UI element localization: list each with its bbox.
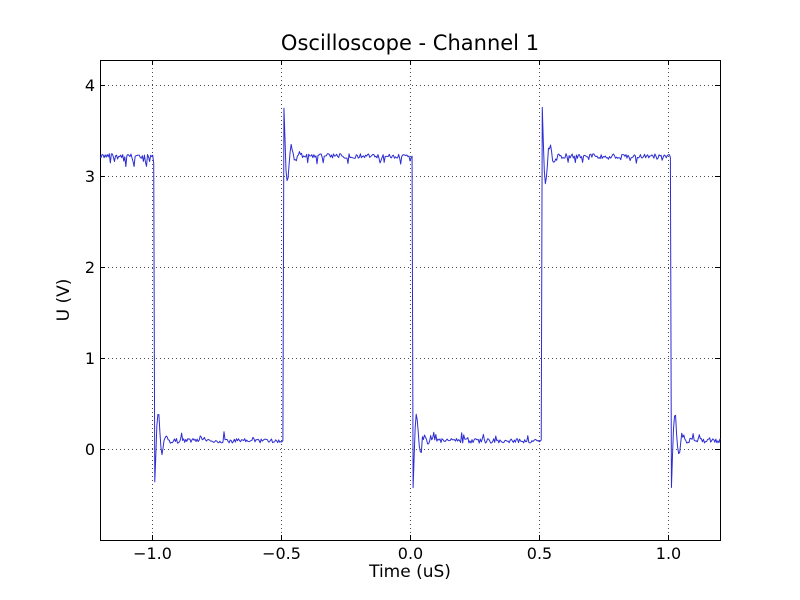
x-tick-label: 0.0 xyxy=(397,544,424,563)
y-tick-label: 3 xyxy=(84,166,95,186)
plot-border xyxy=(100,60,721,541)
y-tick-label: 4 xyxy=(84,75,95,95)
x-tick-label: −1.0 xyxy=(133,544,172,563)
x-tick-label: 1.0 xyxy=(655,544,682,563)
y-tick-label: 1 xyxy=(84,348,95,368)
x-tick-label: 0.5 xyxy=(526,544,553,563)
y-tick-label: 2 xyxy=(84,257,95,277)
y-tick-label: 0 xyxy=(84,439,95,459)
channel1-trace xyxy=(99,106,721,489)
x-tick-label: −0.5 xyxy=(262,544,301,563)
chart-title: Oscilloscope - Channel 1 xyxy=(280,31,540,55)
x-axis-label: Time (uS) xyxy=(369,562,451,582)
